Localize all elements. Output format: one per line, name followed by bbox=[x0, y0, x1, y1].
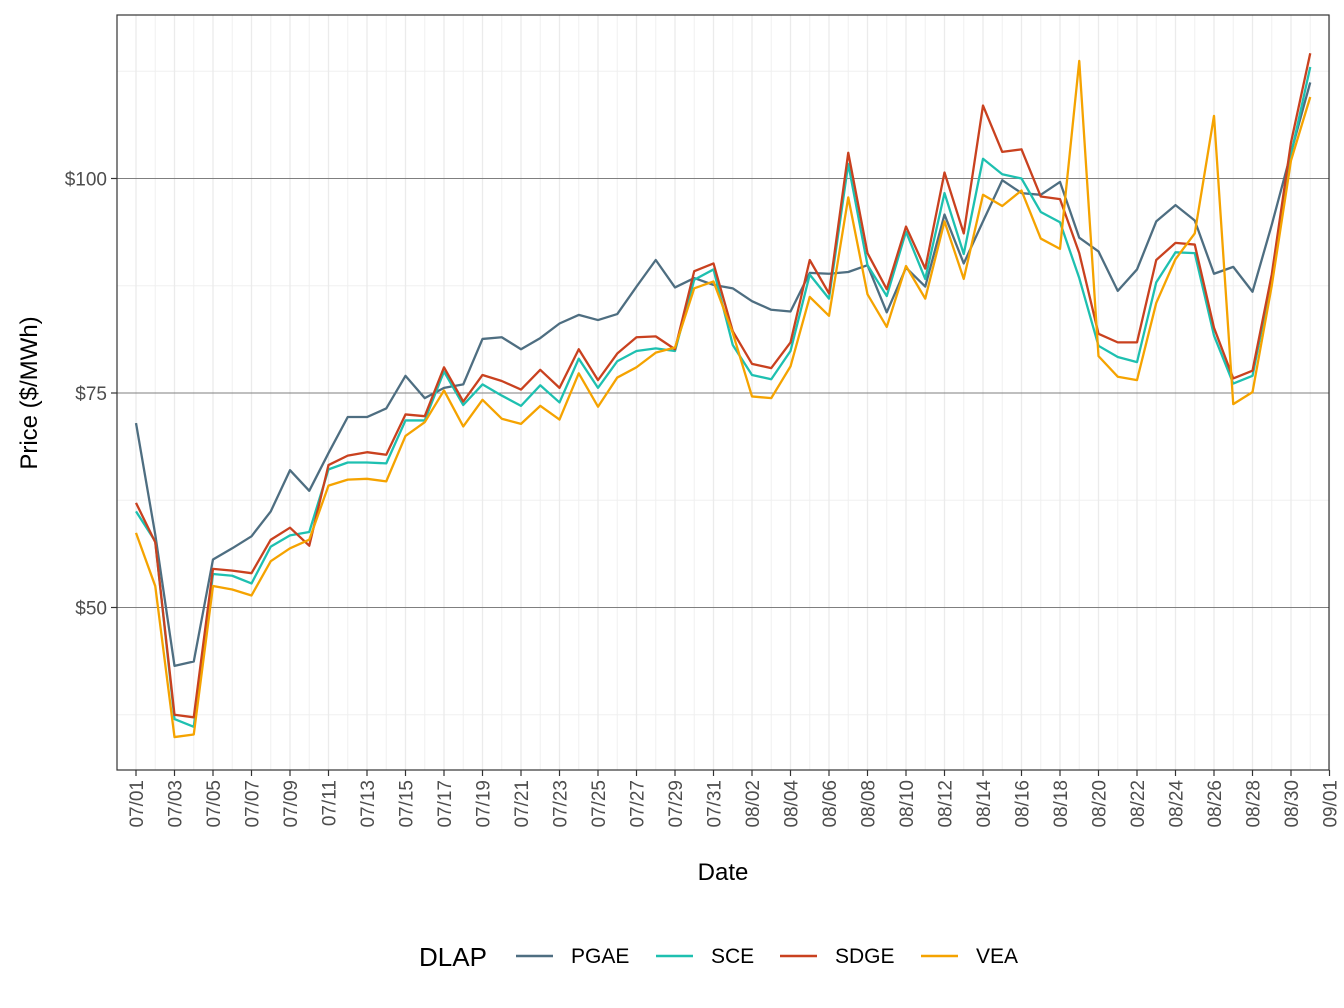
x-tick-label: 08/02 bbox=[743, 780, 764, 828]
x-tick-label: 08/16 bbox=[1013, 780, 1034, 828]
x-tick-label: 07/13 bbox=[358, 780, 379, 828]
y-axis-title: Price ($/MWh) bbox=[16, 316, 43, 469]
x-tick-label: 09/01 bbox=[1321, 780, 1342, 828]
legend-label-sce: SCE bbox=[711, 945, 754, 968]
x-tick-label: 07/09 bbox=[281, 780, 302, 828]
x-tick-label: 08/30 bbox=[1282, 780, 1303, 828]
legend-title: DLAP bbox=[419, 942, 487, 972]
x-tick-label: 07/31 bbox=[705, 780, 726, 828]
x-tick-label: 07/23 bbox=[551, 780, 572, 828]
x-tick-label: 08/24 bbox=[1167, 780, 1188, 828]
plot-grid bbox=[117, 15, 1331, 770]
x-tick-label: 07/03 bbox=[166, 780, 187, 828]
y-axis: $50 $75 $100 bbox=[65, 170, 117, 620]
x-tick-label: 07/21 bbox=[512, 780, 533, 828]
y-tick-label: $50 bbox=[75, 599, 107, 620]
x-tick-label: 08/22 bbox=[1128, 780, 1149, 828]
x-axis-title: Date bbox=[698, 859, 749, 886]
x-tick-label: 08/04 bbox=[782, 780, 803, 828]
x-tick-label: 08/06 bbox=[820, 780, 841, 828]
x-tick-label: 08/14 bbox=[974, 780, 995, 828]
x-tick-label: 07/15 bbox=[397, 780, 418, 828]
x-tick-label: 07/25 bbox=[589, 780, 610, 828]
x-tick-label: 08/08 bbox=[859, 780, 880, 828]
legend: DLAP PGAE SCE SDGE VEA bbox=[419, 942, 1018, 972]
x-tick-label: 07/17 bbox=[435, 780, 456, 828]
x-tick-label: 07/01 bbox=[127, 780, 148, 828]
legend-label-sdge: SDGE bbox=[835, 945, 895, 968]
x-tick-label: 07/07 bbox=[243, 780, 264, 828]
y-tick-label: $100 bbox=[65, 170, 107, 191]
legend-label-pgae: PGAE bbox=[571, 945, 629, 968]
x-tick-label: 07/11 bbox=[320, 780, 341, 826]
x-tick-label: 08/18 bbox=[1051, 780, 1072, 828]
x-tick-label: 08/20 bbox=[1090, 780, 1111, 828]
series-line-sdge bbox=[134, 52, 1312, 719]
x-tick-label: 08/28 bbox=[1244, 780, 1265, 828]
x-tick-label: 08/12 bbox=[936, 780, 957, 828]
x-axis: 07/01 07/03 07/05 07/07 07/09 07/11 07/13 07/15… bbox=[127, 770, 1342, 828]
x-tick-label: 08/26 bbox=[1205, 780, 1226, 828]
x-tick-label: 08/10 bbox=[897, 780, 918, 828]
y-tick-label: $75 bbox=[75, 384, 107, 405]
plot-series bbox=[134, 52, 1312, 739]
x-tick-label: 07/19 bbox=[474, 780, 495, 828]
x-tick-label: 07/05 bbox=[204, 780, 225, 828]
series-line-vea bbox=[134, 59, 1312, 739]
x-tick-label: 07/29 bbox=[666, 780, 687, 828]
legend-label-vea: VEA bbox=[976, 945, 1018, 968]
x-tick-label: 07/27 bbox=[628, 780, 649, 828]
series-line-pgae bbox=[134, 82, 1312, 667]
